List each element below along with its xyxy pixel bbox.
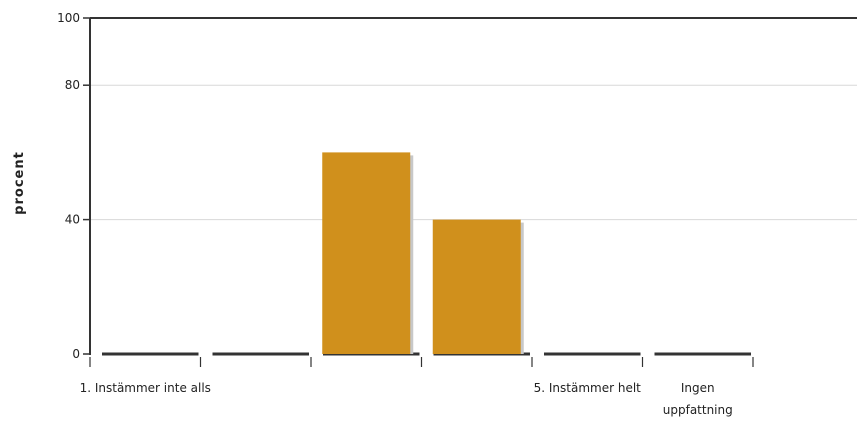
x-category-label: Ingen — [681, 381, 715, 395]
y-tick-label: 40 — [65, 213, 80, 227]
y-tick-label: 80 — [65, 78, 80, 92]
y-tick-label: 0 — [72, 347, 80, 361]
y-tick-label: 100 — [57, 11, 80, 25]
bar — [322, 152, 411, 354]
x-category-label: 5. Instämmer helt — [534, 381, 642, 395]
bar — [432, 219, 521, 354]
y-axis-title: procent — [12, 151, 27, 215]
x-category-label: 1. Instämmer inte alls — [80, 381, 211, 395]
x-category-label: uppfattning — [663, 403, 733, 417]
